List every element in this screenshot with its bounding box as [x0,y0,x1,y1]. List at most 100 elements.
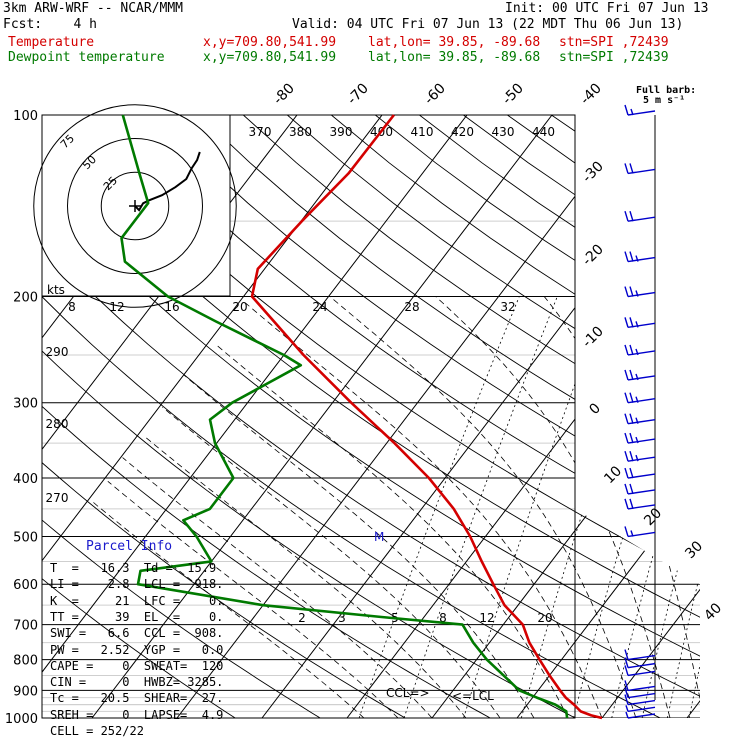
lcl-marker: <=LCL [452,689,494,703]
barb-half [630,108,634,116]
pressure-label-200: 200 [13,291,38,306]
isotherm-label--80: -80 [270,80,297,107]
wind-barb-300 [624,392,656,404]
wind-barb-125 [624,163,656,175]
legend-dewpoint-label: Dewpoint temperature [8,50,165,65]
dry-adiabat-400 [331,115,700,718]
legend-dewpoint-latlon: lat,lon= 39.85, -89.68 [368,50,541,65]
barb-half [635,417,639,424]
isotherm-20 [601,115,700,718]
barb-full [624,694,629,705]
parcel-info-row: K = 21 LFC = 0. [50,593,224,608]
isotherm-10 [516,115,700,718]
mixing-ratio-16 [611,296,700,718]
plot-frame [41,114,576,719]
legend-temperature-xy: x,y=709.80,541.99 [203,35,337,50]
pressure-label-600: 600 [13,578,38,593]
barb-half [630,530,634,537]
hodograph-ring-75 [33,104,237,308]
wind-barb-400 [624,467,656,479]
dewpoint-profile [120,114,569,719]
moist-adiabat--4 [107,480,399,718]
pressure-label-1000: 1000 [5,712,38,727]
barb-shaft [627,713,656,719]
barb-full [629,498,634,510]
moist-adiabat-12 [183,374,535,718]
barb-half [635,348,639,356]
legend-temperature-station: stn=SPI ,72439 [559,35,669,50]
dry-adiabat-300 [42,115,661,718]
wind-barb-925 [624,687,656,699]
parcel-info-row: LI = 2.8 LCL = 918. [50,577,224,592]
mixing-ratio-24 [667,296,700,718]
wind-barb-325 [624,413,656,425]
isotherm-label--30: -30 [579,158,606,185]
theta-left-label-290: 290 [46,345,69,359]
wind-barb-1000 [625,711,656,719]
wind-barb-150 [624,210,656,222]
barb-full [624,344,629,356]
parcel-info-row: SREH = 0 LAPSE= 4.9 [50,707,224,722]
barb-legend-line1: Full barb: [636,85,697,96]
isotherm-label-20: 20 [641,505,665,529]
mixing-ratio-2 [358,296,520,718]
barb-full [624,369,629,381]
theta-label-370: 370 [249,125,272,139]
hodograph-trace [134,151,201,212]
barb-full [624,317,629,328]
parcel-info-row: TT = 39 EL = 0. [50,609,224,624]
barb-full [629,163,634,174]
wind-barb-350 [624,432,656,444]
dry-adiabat-420 [419,115,700,718]
mixing-ratio-label-low-20: 20 [537,611,552,625]
barb-half [635,454,639,462]
barb-shaft [627,706,656,713]
parcel-info-row: CELL = 252/22 [50,724,144,738]
theta-label-420: 420 [451,125,474,139]
mixing-ratio-32 [708,297,740,719]
hodograph-ring-25 [100,171,170,241]
pressure-label-700: 700 [13,619,38,634]
barb-full [629,210,634,222]
theta-label-440: 440 [532,125,555,139]
dry-adiabat-370 [198,115,700,718]
dry-adiabat-330 [42,115,700,718]
mixing-ratio-label-top-20: 20 [232,300,247,314]
wind-barb-900 [624,680,656,692]
theta-label-430: 430 [492,125,515,139]
barb-full [624,163,629,174]
dry-adiabat-360 [154,115,700,718]
wind-barb-200 [624,286,656,298]
wind-barb-500 [624,526,656,538]
wind-barb-175 [624,251,656,263]
mixing-ratio-label-top-12: 12 [109,300,124,314]
dry-adiabat-290 [42,115,576,718]
mixing-ratio-label-top-16: 16 [164,300,179,314]
barb-full [629,392,634,403]
mixing-ratio-label-top-32: 32 [500,300,515,314]
dry-adiabat-260 [42,115,321,718]
wind-barb-450 [624,498,656,510]
legend-dewpoint-xy: x,y=709.80,541.99 [203,50,337,65]
dry-adiabat-280 [42,115,491,718]
mixing-ratio-label-low-3: 3 [338,611,346,625]
parcel-info-row: PW = 2.52 YGP = 0.0 [50,642,224,657]
model-title: 3km ARW-WRF -- NCAR/MMM [3,1,184,16]
mixing-ratio-5 [463,296,608,718]
isotherm-30 [686,115,700,718]
dry-adiabat-270 [42,115,406,718]
valid-time: Valid: 04 UTC Fri 07 Jun 13 (22 MDT Thu … [292,17,684,32]
barb-full [629,286,634,297]
parcel-info-panel: Parcel Info T = 16.3 Td = 15.9 LI = 2.8 L… [42,537,232,739]
mixing-ratio-label-top-28: 28 [404,300,419,314]
isotherm--40 [91,115,553,718]
pressure-label-100: 100 [13,109,38,124]
parcel-info-row: T = 16.3 Td = 15.9 [50,561,217,575]
barb-full [629,369,634,381]
pressure-label-900: 900 [13,684,38,699]
init-time: Init: 00 UTC Fri 07 Jun 13 [505,1,709,16]
dry-adiabat-320 [42,115,700,718]
isotherm--30 [176,115,638,718]
parcel-info-row: CIN = 0 HWBZ= 3285. [50,675,224,690]
barb-full [624,286,629,297]
